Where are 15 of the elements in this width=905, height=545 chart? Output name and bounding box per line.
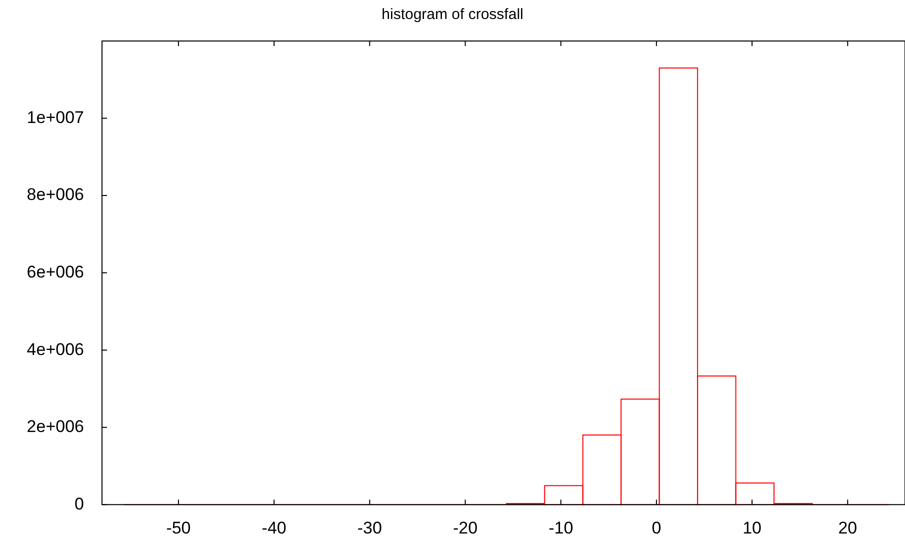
x-tick-label: 10 bbox=[742, 518, 762, 538]
x-tick-label: -40 bbox=[262, 518, 286, 538]
y-tick-label: 2e+006 bbox=[26, 417, 84, 436]
x-tick-label: -10 bbox=[548, 518, 574, 538]
y-tick-label: 4e+006 bbox=[26, 340, 84, 359]
x-tick-label: -50 bbox=[166, 518, 191, 538]
x-tick-label: 0 bbox=[652, 518, 662, 538]
chart-title: histogram of crossfall bbox=[382, 6, 524, 24]
x-tick-label: -30 bbox=[357, 518, 382, 538]
y-tick-label: 1e+007 bbox=[26, 108, 84, 127]
y-tick-label: 8e+006 bbox=[26, 185, 84, 204]
y-tick-label: 0 bbox=[74, 494, 84, 514]
x-tick-label: -20 bbox=[452, 518, 478, 538]
x-tick-label: 20 bbox=[838, 518, 858, 538]
y-tick-label: 6e+006 bbox=[26, 262, 84, 282]
